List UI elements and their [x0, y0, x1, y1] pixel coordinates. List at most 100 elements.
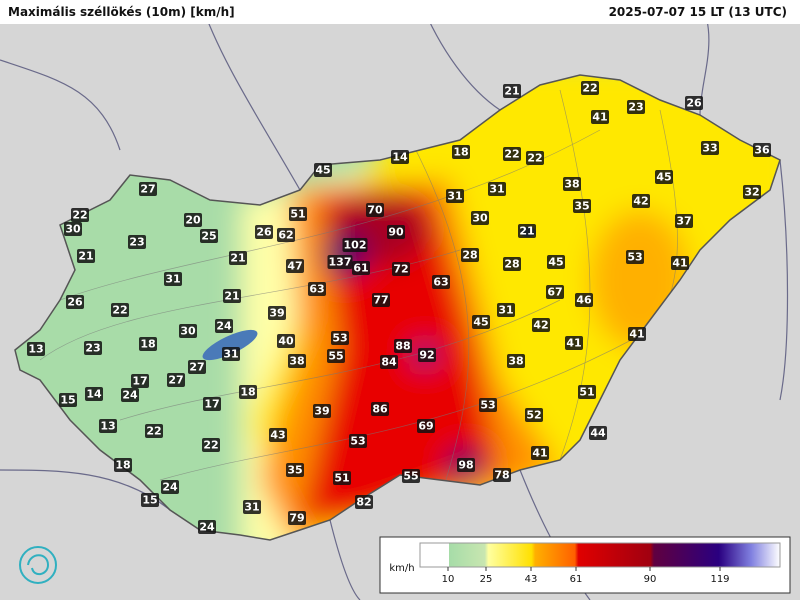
station-value: 26: [67, 296, 83, 309]
station-value: 45: [656, 171, 671, 184]
station-value: 43: [270, 429, 285, 442]
station-value: 24: [216, 320, 232, 333]
station-badge: [372, 293, 390, 307]
station-value: 45: [315, 164, 330, 177]
country-border: [14, 74, 781, 541]
station-badge: [77, 249, 95, 263]
station-badge: [518, 224, 536, 238]
station-value: 25: [201, 230, 216, 243]
station-badge: [753, 143, 771, 157]
station-badge: [84, 341, 102, 355]
station-value: 53: [332, 332, 347, 345]
station-value: 14: [392, 151, 408, 164]
station-badge: [349, 434, 367, 448]
station-badge: [289, 207, 307, 221]
station-value: 63: [433, 276, 448, 289]
station-value: 42: [633, 195, 648, 208]
station-badge: [531, 446, 549, 460]
station-badge: [503, 257, 521, 271]
station-badge: [269, 428, 287, 442]
station-value: 41: [672, 257, 687, 270]
station-value: 41: [592, 111, 607, 124]
station-badge: [71, 208, 89, 222]
station-badge: [366, 203, 384, 217]
station-badge: [488, 182, 506, 196]
station-badge: [327, 349, 345, 363]
station-badge: [114, 458, 132, 472]
station-value: 41: [532, 447, 547, 460]
station-badge: [277, 334, 295, 348]
station-value: 21: [230, 252, 245, 265]
station-value: 23: [628, 101, 643, 114]
station-badge: [202, 438, 220, 452]
station-value: 30: [180, 325, 196, 338]
station-value: 38: [508, 355, 523, 368]
station-badge: [392, 262, 410, 276]
station-value: 35: [574, 200, 589, 213]
station-badge: [59, 393, 77, 407]
station-value: 86: [372, 403, 388, 416]
station-badge: [179, 324, 197, 338]
station-badge: [161, 480, 179, 494]
station-value: 92: [419, 349, 434, 362]
station-badge: [581, 81, 599, 95]
station-value: 27: [189, 361, 204, 374]
station-badge: [525, 408, 543, 422]
station-badge: [139, 337, 157, 351]
station-value: 13: [28, 343, 43, 356]
station-badge: [198, 520, 216, 534]
station-badge: [507, 354, 525, 368]
station-badge: [394, 339, 412, 353]
legend-tick-label: 43: [525, 574, 538, 585]
station-badge: [164, 272, 182, 286]
station-value: 53: [480, 399, 495, 412]
station-badge: [387, 225, 405, 239]
station-value: 84: [381, 356, 397, 369]
station-value: 90: [388, 226, 404, 239]
station-badge: [215, 319, 233, 333]
station-badge: [229, 251, 247, 265]
station-value: 23: [129, 236, 144, 249]
station-badge: [497, 303, 515, 317]
station-value: 77: [373, 294, 388, 307]
station-badge: [589, 426, 607, 440]
station-value: 31: [498, 304, 513, 317]
station-badge: [626, 250, 644, 264]
station-badge: [532, 318, 550, 332]
station-value: 78: [494, 469, 509, 482]
station-badge: [239, 385, 257, 399]
station-value: 44: [590, 427, 606, 440]
station-badge: [575, 293, 593, 307]
station-badge: [308, 282, 326, 296]
station-badge: [111, 303, 129, 317]
station-badge: [131, 374, 149, 388]
station-badge: [128, 235, 146, 249]
station-badge: [333, 471, 351, 485]
legend-tick-label: 25: [480, 574, 493, 585]
station-value: 52: [526, 409, 541, 422]
station-badge: [288, 511, 306, 525]
station-badge: [446, 189, 464, 203]
station-badge: [286, 463, 304, 477]
station-badge: [493, 468, 511, 482]
station-value: 14: [86, 388, 102, 401]
station-value: 21: [519, 225, 534, 238]
station-badge: [277, 228, 295, 242]
station-badge: [452, 145, 470, 159]
station-badge: [457, 458, 475, 472]
station-badge: [461, 248, 479, 262]
station-badge: [141, 493, 159, 507]
station-badge: [563, 177, 581, 191]
station-badge: [573, 199, 591, 213]
station-value: 17: [132, 375, 147, 388]
station-value: 137: [329, 256, 352, 269]
station-badge: [547, 255, 565, 269]
station-badge: [268, 306, 286, 320]
station-value: 69: [418, 420, 433, 433]
station-value: 31: [447, 190, 462, 203]
station-badge: [701, 141, 719, 155]
station-value: 22: [504, 148, 519, 161]
station-value: 37: [676, 215, 691, 228]
station-value: 15: [60, 394, 75, 407]
